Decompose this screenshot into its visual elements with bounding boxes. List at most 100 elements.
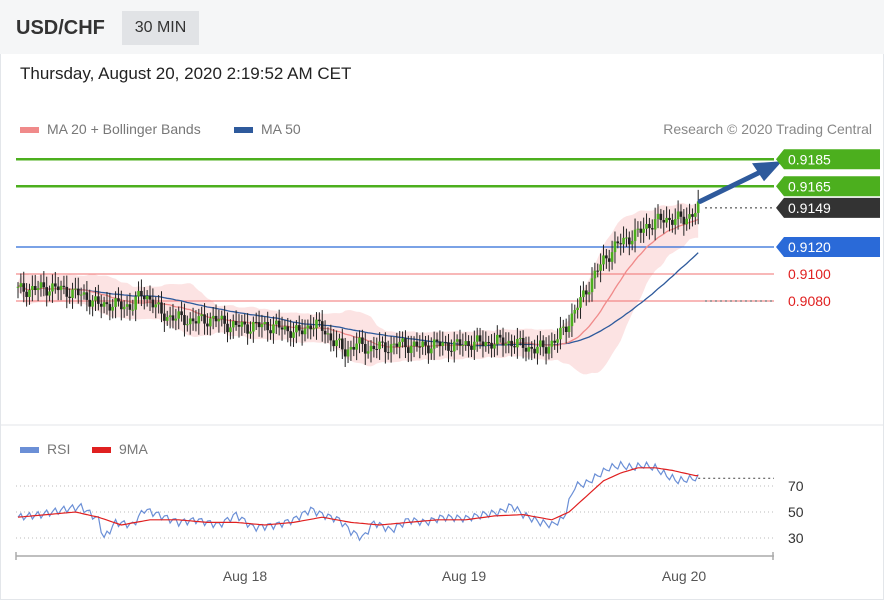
candle-body xyxy=(22,283,26,292)
level-label-bg-0.9165 xyxy=(776,176,880,197)
level-label-bg-0.9185 xyxy=(776,149,880,170)
candle-body xyxy=(217,319,221,322)
ma50-line xyxy=(17,252,699,347)
candle-body xyxy=(148,295,152,300)
ma20-label: MA 20 + Bollinger Bands xyxy=(47,121,201,137)
candle-body xyxy=(470,346,473,350)
level-label-0.9120: 0.9120 xyxy=(788,239,831,255)
candle-body xyxy=(498,334,502,338)
candles xyxy=(16,189,700,367)
candle-body xyxy=(79,294,83,296)
candle-body xyxy=(128,304,132,310)
candle-body xyxy=(171,315,175,321)
candle-body xyxy=(99,303,103,307)
candle-body xyxy=(252,321,255,332)
candle-body xyxy=(174,318,178,321)
candle-body xyxy=(490,342,493,349)
candle-body xyxy=(102,302,106,307)
candle-body xyxy=(452,341,456,352)
candle-body xyxy=(165,317,169,321)
candle-body xyxy=(398,341,402,347)
candle-body xyxy=(335,340,338,347)
candle-body xyxy=(254,321,258,323)
candle-body xyxy=(639,228,643,233)
candle-body xyxy=(297,325,301,331)
candle-body xyxy=(404,338,407,348)
candle-body xyxy=(275,320,278,325)
candle-body xyxy=(257,322,261,328)
candle-body xyxy=(145,295,149,300)
candle-body xyxy=(56,286,60,291)
forecast-arrow-shaft xyxy=(697,168,765,204)
candle-body xyxy=(349,346,353,350)
candle-body xyxy=(521,337,525,348)
rsi-tick-30: 30 xyxy=(788,530,804,546)
candle-body xyxy=(429,348,433,354)
candle-body xyxy=(140,290,143,296)
candle-body xyxy=(188,318,192,325)
9ma-swatch xyxy=(92,447,111,454)
candle-body xyxy=(696,201,700,213)
rsi-series-9MA xyxy=(17,467,699,526)
candle-body xyxy=(214,315,218,322)
candle-body xyxy=(424,341,427,346)
candle-body xyxy=(346,349,350,357)
candle-body xyxy=(246,324,249,334)
candle-body xyxy=(564,326,568,333)
candle-body xyxy=(682,216,686,225)
candle-body xyxy=(369,345,373,352)
forecast-arrow xyxy=(697,161,782,204)
candle-body xyxy=(438,341,442,346)
candle-body xyxy=(473,341,476,350)
candle-body xyxy=(605,255,608,259)
candle-body xyxy=(88,299,92,307)
candle-body xyxy=(117,298,120,302)
candle-body xyxy=(510,340,513,347)
candle-body xyxy=(97,296,100,304)
candle-body xyxy=(513,346,516,348)
instrument-title: USD/CHF xyxy=(16,17,105,39)
legend-rsi: RSI xyxy=(20,441,70,457)
candle-body xyxy=(183,315,186,326)
candle-body xyxy=(691,214,694,217)
level-label-0.9080: 0.9080 xyxy=(788,293,831,309)
candle-body xyxy=(200,314,203,317)
ma50-label: MA 50 xyxy=(261,121,301,137)
candle-body xyxy=(381,341,384,343)
candle-body xyxy=(71,289,74,298)
candle-body xyxy=(435,339,439,342)
candle-body xyxy=(467,341,470,347)
candle-body xyxy=(671,220,674,225)
candle-body xyxy=(280,327,284,330)
candle-body xyxy=(386,352,390,354)
candle-body xyxy=(622,237,625,245)
candle-body xyxy=(361,337,364,345)
timeframe-badge[interactable]: 30 MIN xyxy=(122,11,199,45)
candle-body xyxy=(518,337,522,339)
candle-body xyxy=(54,283,57,287)
candle-body xyxy=(567,326,571,333)
level-label-bg-0.9120 xyxy=(776,237,880,257)
candle-body xyxy=(74,288,77,290)
candle-body xyxy=(114,298,117,307)
candle-body xyxy=(266,322,269,331)
candle-body xyxy=(137,290,140,297)
candle-body xyxy=(16,286,20,288)
candle-body xyxy=(91,300,94,307)
candle-body xyxy=(507,340,511,344)
candle-body xyxy=(653,219,657,230)
candle-body xyxy=(39,282,43,289)
bollinger-band-area xyxy=(18,200,699,375)
candle-body xyxy=(478,335,482,342)
candle-body xyxy=(352,346,356,350)
legend-ma50: MA 50 xyxy=(234,121,301,137)
candle-body xyxy=(303,328,307,335)
bollinger-band xyxy=(18,200,699,375)
chart-header: USD/CHF 30 MIN xyxy=(0,0,884,54)
candle-body xyxy=(579,297,582,308)
candle-body xyxy=(315,319,318,329)
candle-body xyxy=(272,324,275,334)
candle-body xyxy=(120,301,123,310)
candle-body xyxy=(613,241,617,253)
